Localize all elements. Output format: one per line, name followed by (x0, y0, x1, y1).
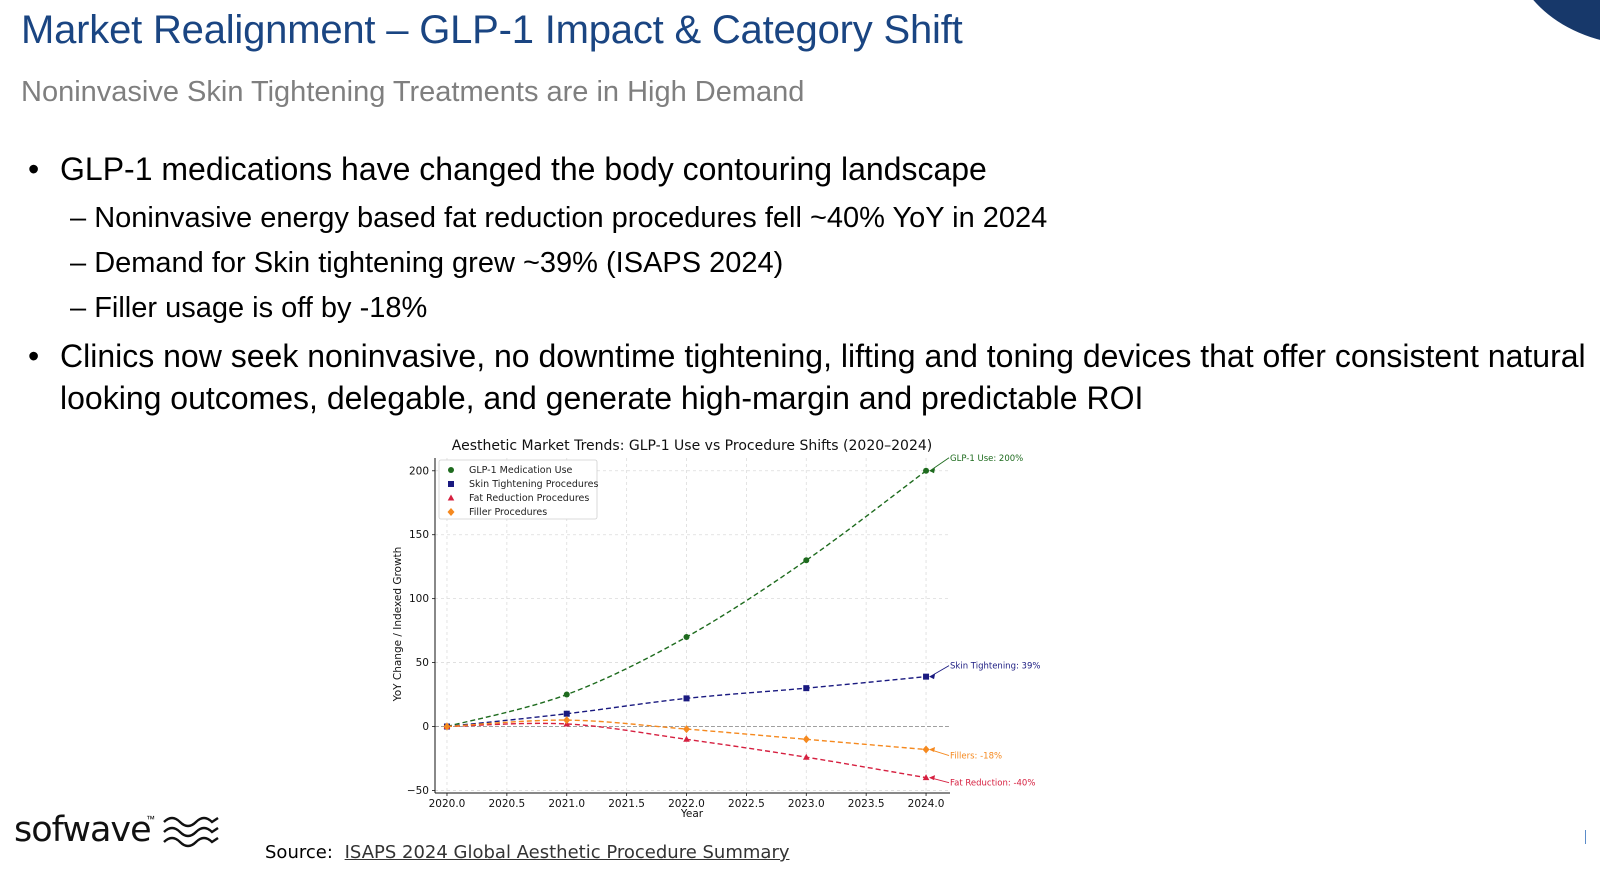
x-tick-label: 2021.5 (608, 798, 645, 810)
data-point (683, 725, 691, 734)
chart-markers (443, 467, 930, 781)
slide-subtitle: Noninvasive Skin Tightening Treatments a… (21, 76, 805, 108)
source-note: Source: ISAPS 2024 Global Aesthetic Proc… (265, 842, 790, 863)
legend-marker (447, 508, 455, 516)
data-point (923, 467, 930, 474)
logo-wordmark: sofwave (14, 810, 152, 850)
data-point (922, 774, 930, 781)
legend-marker (447, 494, 455, 501)
data-point (683, 634, 690, 641)
corner-decoration (1510, 0, 1600, 45)
y-tick-label: 50 (416, 657, 429, 669)
y-tick-label: −50 (407, 785, 429, 797)
data-point (443, 722, 451, 731)
bullet-1: • GLP-1 medications have changed the bod… (28, 148, 1590, 190)
x-tick-label: 2023.5 (848, 798, 885, 810)
annotation-label: Fillers: -18% (950, 752, 1002, 762)
x-tick-label: 2023.0 (788, 798, 825, 810)
data-point (563, 716, 571, 725)
arrow-head (929, 468, 936, 474)
sub-bullet-2: – Demand for Skin tightening grew ~39% (… (70, 247, 784, 279)
source-label: Source: (265, 842, 333, 863)
chart-x-label: Year (680, 808, 704, 820)
y-tick-label: 0 (422, 721, 429, 733)
x-tick-label: 2020.5 (488, 798, 525, 810)
logo-trademark: ™ (146, 814, 155, 824)
data-point (683, 735, 690, 742)
bullet-2-text: Clinics now seek noninvasive, no downtim… (60, 338, 1586, 416)
annotation-arrow (929, 665, 950, 678)
legend-label: GLP-1 Medication Use (469, 465, 573, 476)
arrow-head (929, 775, 936, 781)
sub-bullet-1-text: Noninvasive energy based fat reduction p… (94, 202, 1048, 234)
x-tick-label: 2020.0 (429, 798, 466, 810)
chart-annotations: GLP-1 Use: 200% Skin Tightening: 39% Fat R… (929, 454, 1040, 789)
x-tick-label: 2021.0 (548, 798, 585, 810)
x-tick-label: 2024.0 (908, 798, 945, 810)
bullet-dot: • (28, 338, 40, 374)
x-tick-label: 2022.5 (728, 798, 765, 810)
data-point (802, 753, 810, 760)
data-point (802, 735, 810, 744)
legend-box (438, 459, 598, 520)
data-point (922, 745, 930, 754)
slide-title: Market Realignment – GLP-1 Impact & Cate… (21, 8, 963, 52)
x-tick-label: 2022.0 (668, 798, 705, 810)
legend-label: Skin Tightening Procedures (469, 479, 598, 490)
legend-marker (448, 481, 454, 487)
data-point (563, 691, 570, 698)
annotation-label: GLP-1 Use: 200% (950, 454, 1023, 464)
chart: Aesthetic Market Trends: GLP-1 Use vs Pr… (385, 428, 1065, 828)
chart-title: Aesthetic Market Trends: GLP-1 Use vs Pr… (452, 438, 932, 454)
sub-bullet-2-text: Demand for Skin tightening grew ~39% (IS… (94, 247, 784, 279)
sub-bullet-1: – Noninvasive energy based fat reduction… (70, 202, 1048, 234)
annotation-label: Skin Tightening: 39% (950, 662, 1040, 672)
slide-marker (1585, 830, 1586, 844)
series-line (446, 675, 927, 728)
chart-axes: 2020.0 2020.5 2021.0 2021.5 2022.0 2022.5 2023… (407, 458, 950, 810)
data-point (803, 557, 810, 564)
bullet-dot: • (28, 151, 40, 187)
arrow-head (929, 674, 936, 680)
arrow-head (929, 747, 936, 753)
annotation-arrow (929, 457, 950, 472)
data-point (683, 695, 690, 702)
chart-svg: Aesthetic Market Trends: GLP-1 Use vs Pr… (392, 438, 1040, 820)
y-tick-label: 150 (409, 529, 429, 541)
legend-marker (448, 467, 454, 473)
data-point (803, 685, 810, 692)
bullet-2: • Clinics now seek noninvasive, no downt… (28, 335, 1590, 419)
bullet-1-text: GLP-1 medications have changed the body … (60, 151, 987, 187)
source-link[interactable]: ISAPS 2024 Global Aesthetic Procedure Su… (344, 842, 790, 863)
sub-bullet-3: – Filler usage is off by -18% (70, 292, 428, 324)
chart-y-label: YoY Change / Indexed Growth (392, 547, 404, 703)
legend-label: Filler Procedures (469, 507, 547, 518)
y-tick-label: 200 (409, 465, 429, 477)
sub-bullet-3-text: Filler usage is off by -18% (94, 292, 428, 324)
sofwave-logo: sofwave ™ (14, 808, 224, 858)
chart-legend: GLP-1 Medication Use Skin Tightening Proc… (438, 459, 598, 520)
y-tick-label: 100 (409, 593, 429, 605)
legend-label: Fat Reduction Procedures (469, 493, 589, 504)
annotation-label: Fat Reduction: -40% (950, 779, 1035, 789)
data-point (563, 710, 570, 717)
wave-icon (163, 816, 219, 848)
data-point (923, 673, 930, 680)
